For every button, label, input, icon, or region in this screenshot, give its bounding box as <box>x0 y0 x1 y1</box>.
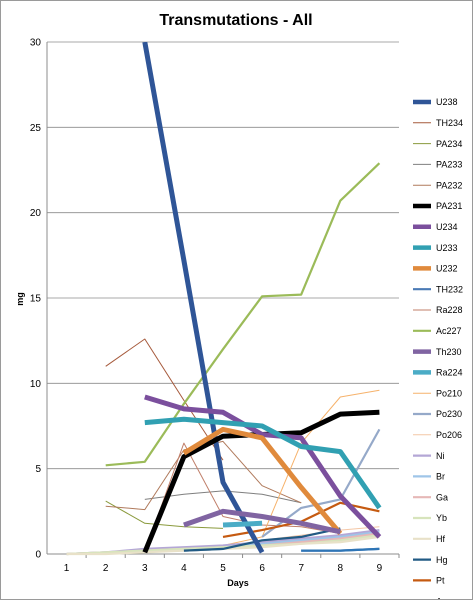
x-tick-label: 6 <box>259 563 265 574</box>
y-tick-label: 5 <box>35 464 41 475</box>
series-line-th234 <box>105 338 224 461</box>
series-line-au <box>301 547 380 552</box>
y-axis-label: mg <box>15 292 25 306</box>
series-line-hg <box>183 527 341 552</box>
legend: U238 TH234 PA234 PA233 PA232 PA231 U234 U233 U23… <box>413 97 463 599</box>
series-line-u238 <box>142 42 265 554</box>
y-tick-label: 30 <box>30 38 42 49</box>
series-line-po210 <box>222 389 380 546</box>
legend-label: TH234 <box>436 118 463 128</box>
series-line-u232 <box>182 426 343 536</box>
series-line-ra224 <box>222 520 263 528</box>
legend-label: U238 <box>436 97 458 107</box>
series-line-pa233 <box>144 490 302 504</box>
series-line-th230 <box>183 508 341 535</box>
series-line-yb <box>66 534 380 556</box>
x-tick-label: 9 <box>377 563 383 574</box>
legend-label: U233 <box>436 243 458 253</box>
chart-title: Transmutations - All <box>159 12 312 29</box>
y-tick-label: 20 <box>30 208 42 219</box>
legend-label: PA232 <box>436 180 462 190</box>
series-lines <box>66 42 382 556</box>
legend-label: PA233 <box>436 160 462 170</box>
x-axis-label: Days <box>227 578 249 588</box>
series-line-ac227 <box>105 162 381 467</box>
legend-label: TH232 <box>436 284 463 294</box>
legend-label: Au <box>436 596 447 599</box>
x-tick-label: 7 <box>298 563 304 574</box>
legend-label: Th230 <box>436 347 462 357</box>
y-tick-label: 0 <box>35 550 41 561</box>
y-tick-label: 15 <box>30 294 42 305</box>
legend-label: Po206 <box>436 430 462 440</box>
legend-label: Hf <box>436 534 445 544</box>
legend-label: Ga <box>436 492 448 502</box>
x-tick-label: 2 <box>103 563 109 574</box>
legend-label: Ac227 <box>436 326 462 336</box>
legend-label: Po210 <box>436 388 462 398</box>
legend-label: Ra228 <box>436 305 463 315</box>
y-tick-label: 10 <box>30 379 42 390</box>
x-tick-label: 3 <box>142 563 148 574</box>
legend-label: PA231 <box>436 201 462 211</box>
x-tick-label: 1 <box>64 563 70 574</box>
legend-label: U232 <box>436 264 458 274</box>
legend-label: Br <box>436 472 445 482</box>
series-line-pa234 <box>105 500 224 529</box>
legend-label: Ni <box>436 451 445 461</box>
legend-label: Po230 <box>436 409 462 419</box>
series-line-u234 <box>144 394 382 539</box>
legend-label: Ra224 <box>436 368 463 378</box>
gridlines <box>47 41 399 470</box>
legend-label: PA234 <box>436 139 462 149</box>
x-tick-label: 4 <box>181 563 187 574</box>
legend-label: Yb <box>436 513 447 523</box>
x-tick-label: 8 <box>338 563 344 574</box>
x-tick-label: 5 <box>220 563 226 574</box>
legend-label: U234 <box>436 222 458 232</box>
series-line-u233 <box>144 416 382 510</box>
y-tick-label: 25 <box>30 123 42 134</box>
legend-label: Pt <box>436 576 445 586</box>
legend-label: Hg <box>436 555 448 565</box>
